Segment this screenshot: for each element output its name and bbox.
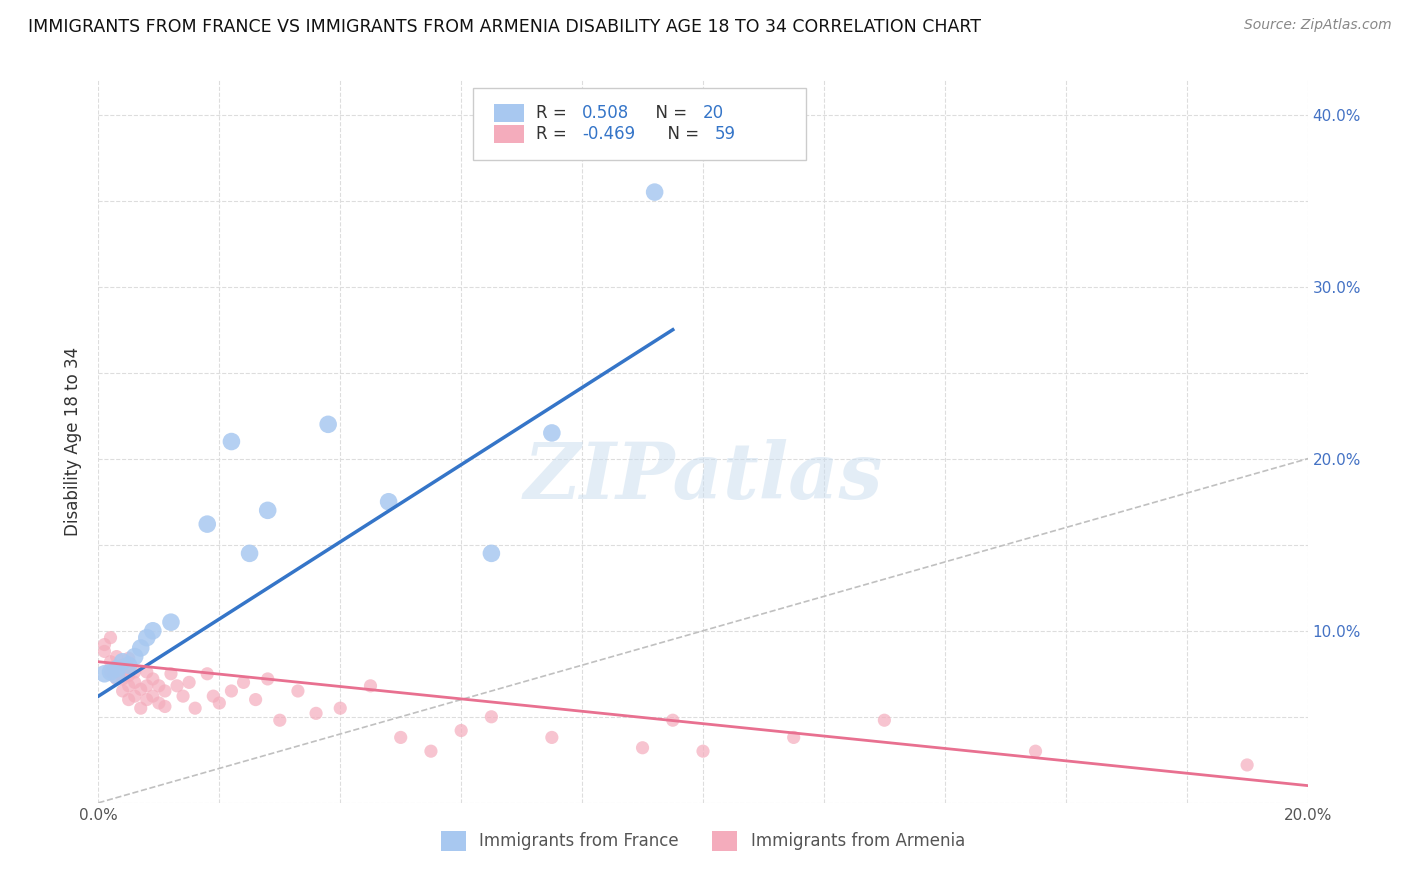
Text: Source: ZipAtlas.com: Source: ZipAtlas.com (1244, 18, 1392, 32)
Point (195, 517, 218, 532)
Point (692, 744, 714, 758)
Point (221, 434, 243, 449)
Point (118, 692, 141, 706)
Point (450, 723, 472, 738)
Point (93, 666, 115, 681)
Point (142, 672, 165, 686)
Point (232, 675, 254, 690)
Text: 20: 20 (703, 104, 724, 122)
Text: 0.508: 0.508 (582, 104, 630, 122)
Point (135, 665, 157, 679)
Point (661, 713, 683, 727)
Point (631, 740, 654, 755)
Point (93, 644, 115, 658)
Point (105, 649, 128, 664)
Point (100, 631, 122, 645)
Point (172, 689, 194, 703)
Point (256, 672, 278, 686)
Text: R =: R = (536, 125, 572, 143)
Point (239, 546, 262, 560)
Point (105, 662, 128, 676)
Point (195, 666, 218, 681)
FancyBboxPatch shape (494, 104, 524, 122)
Point (118, 651, 141, 665)
Point (135, 692, 157, 706)
Point (124, 689, 146, 703)
Point (360, 679, 382, 693)
Point (184, 701, 207, 715)
Point (1024, 744, 1046, 758)
Point (481, 710, 503, 724)
Point (245, 692, 267, 706)
Point (208, 696, 231, 710)
Point (135, 631, 157, 645)
Point (153, 699, 176, 714)
Point (100, 665, 122, 679)
Point (783, 731, 806, 745)
Point (160, 666, 183, 681)
Point (329, 701, 352, 715)
Point (287, 684, 309, 698)
Point (305, 706, 328, 721)
Point (540, 425, 562, 440)
Point (389, 731, 412, 745)
Point (118, 668, 141, 682)
Point (142, 689, 165, 703)
Text: R =: R = (536, 104, 572, 122)
Point (316, 417, 339, 432)
Point (111, 672, 134, 686)
Text: N =: N = (657, 125, 704, 143)
Point (1236, 758, 1258, 772)
Point (377, 494, 399, 508)
FancyBboxPatch shape (494, 125, 524, 143)
Point (129, 701, 152, 715)
Point (111, 684, 134, 698)
Text: IMMIGRANTS FROM FRANCE VS IMMIGRANTS FROM ARMENIA DISABILITY AGE 18 TO 34 CORREL: IMMIGRANTS FROM FRANCE VS IMMIGRANTS FRO… (28, 18, 981, 36)
Point (100, 665, 122, 679)
Point (111, 658, 134, 673)
Point (540, 731, 562, 745)
Point (148, 679, 170, 693)
Point (873, 713, 896, 727)
Point (420, 744, 443, 758)
Legend: Immigrants from France, Immigrants from Armenia: Immigrants from France, Immigrants from … (433, 822, 973, 860)
Point (148, 696, 170, 710)
Point (644, 185, 666, 199)
Point (124, 675, 146, 690)
Point (179, 675, 201, 690)
FancyBboxPatch shape (474, 87, 806, 160)
Point (129, 640, 152, 655)
Point (124, 649, 146, 664)
Point (153, 684, 176, 698)
Y-axis label: Disability Age 18 to 34: Disability Age 18 to 34 (65, 347, 83, 536)
Point (481, 546, 503, 560)
Point (118, 662, 141, 676)
Point (100, 655, 122, 669)
Text: -0.469: -0.469 (582, 125, 636, 143)
Point (111, 655, 134, 669)
Point (93, 638, 115, 652)
Point (142, 624, 165, 638)
Point (269, 713, 291, 727)
Point (202, 689, 225, 703)
Point (124, 665, 146, 679)
Point (135, 679, 157, 693)
Text: ZIPatlas: ZIPatlas (523, 440, 883, 516)
Point (105, 668, 128, 682)
Point (221, 684, 243, 698)
Point (160, 615, 183, 630)
Point (105, 662, 128, 676)
Point (105, 672, 128, 686)
Point (118, 658, 141, 673)
Point (256, 503, 278, 517)
Point (118, 679, 141, 693)
Text: 59: 59 (716, 125, 737, 143)
Text: N =: N = (645, 104, 692, 122)
Point (129, 682, 152, 697)
Point (166, 679, 188, 693)
